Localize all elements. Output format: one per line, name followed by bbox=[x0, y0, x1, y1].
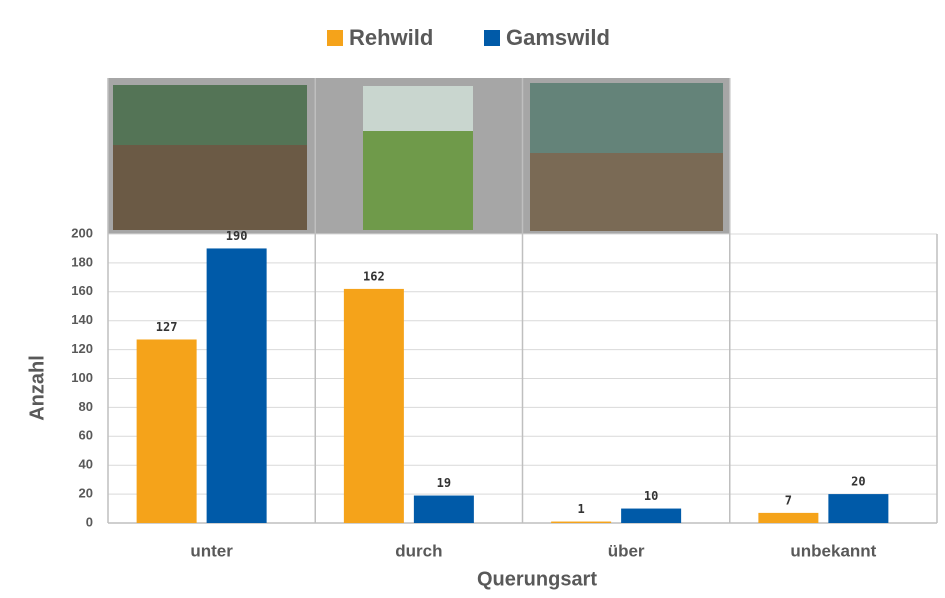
photo-strip bbox=[108, 78, 729, 234]
x-axis-title: Querungsart bbox=[477, 568, 597, 590]
legend-label: Gamswild bbox=[506, 25, 610, 50]
value-label: 19 bbox=[437, 476, 451, 490]
photo-sky bbox=[363, 86, 473, 131]
y-tick-label: 200 bbox=[71, 225, 93, 240]
y-tick-label: 140 bbox=[71, 312, 93, 327]
y-tick-label: 180 bbox=[71, 254, 93, 269]
bar bbox=[551, 521, 612, 523]
value-label: 162 bbox=[363, 269, 385, 283]
y-tick-label: 160 bbox=[71, 283, 93, 298]
y-tick-label: 100 bbox=[71, 370, 93, 385]
photo-foliage bbox=[530, 83, 723, 153]
value-label: 190 bbox=[226, 229, 248, 243]
y-tick-label: 0 bbox=[86, 514, 93, 529]
bar bbox=[621, 508, 682, 523]
value-label: 7 bbox=[785, 493, 792, 507]
bar bbox=[413, 495, 474, 523]
value-label: 20 bbox=[851, 475, 865, 489]
x-tick-label: durch bbox=[395, 541, 442, 560]
y-tick-label: 80 bbox=[79, 399, 93, 414]
x-tick-label: unter bbox=[190, 541, 233, 560]
bar bbox=[758, 512, 819, 523]
legend-label: Rehwild bbox=[349, 25, 433, 50]
y-axis-title: Anzahl bbox=[26, 355, 48, 421]
value-label: 10 bbox=[644, 489, 658, 503]
y-tick-label: 60 bbox=[79, 428, 93, 443]
x-tick-label: unbekannt bbox=[790, 541, 876, 560]
legend-swatch bbox=[327, 30, 343, 46]
bar bbox=[828, 494, 889, 523]
y-tick-label: 20 bbox=[79, 486, 93, 501]
bar bbox=[206, 248, 267, 523]
y-tick-label: 120 bbox=[71, 341, 93, 356]
x-tick-label: über bbox=[608, 541, 645, 560]
value-label: 127 bbox=[156, 320, 178, 334]
bar bbox=[136, 339, 197, 523]
legend-swatch bbox=[484, 30, 500, 46]
y-tick-label: 40 bbox=[79, 457, 93, 472]
photo-foliage bbox=[113, 85, 307, 145]
value-label: 1 bbox=[578, 502, 585, 516]
bar bbox=[343, 288, 404, 523]
